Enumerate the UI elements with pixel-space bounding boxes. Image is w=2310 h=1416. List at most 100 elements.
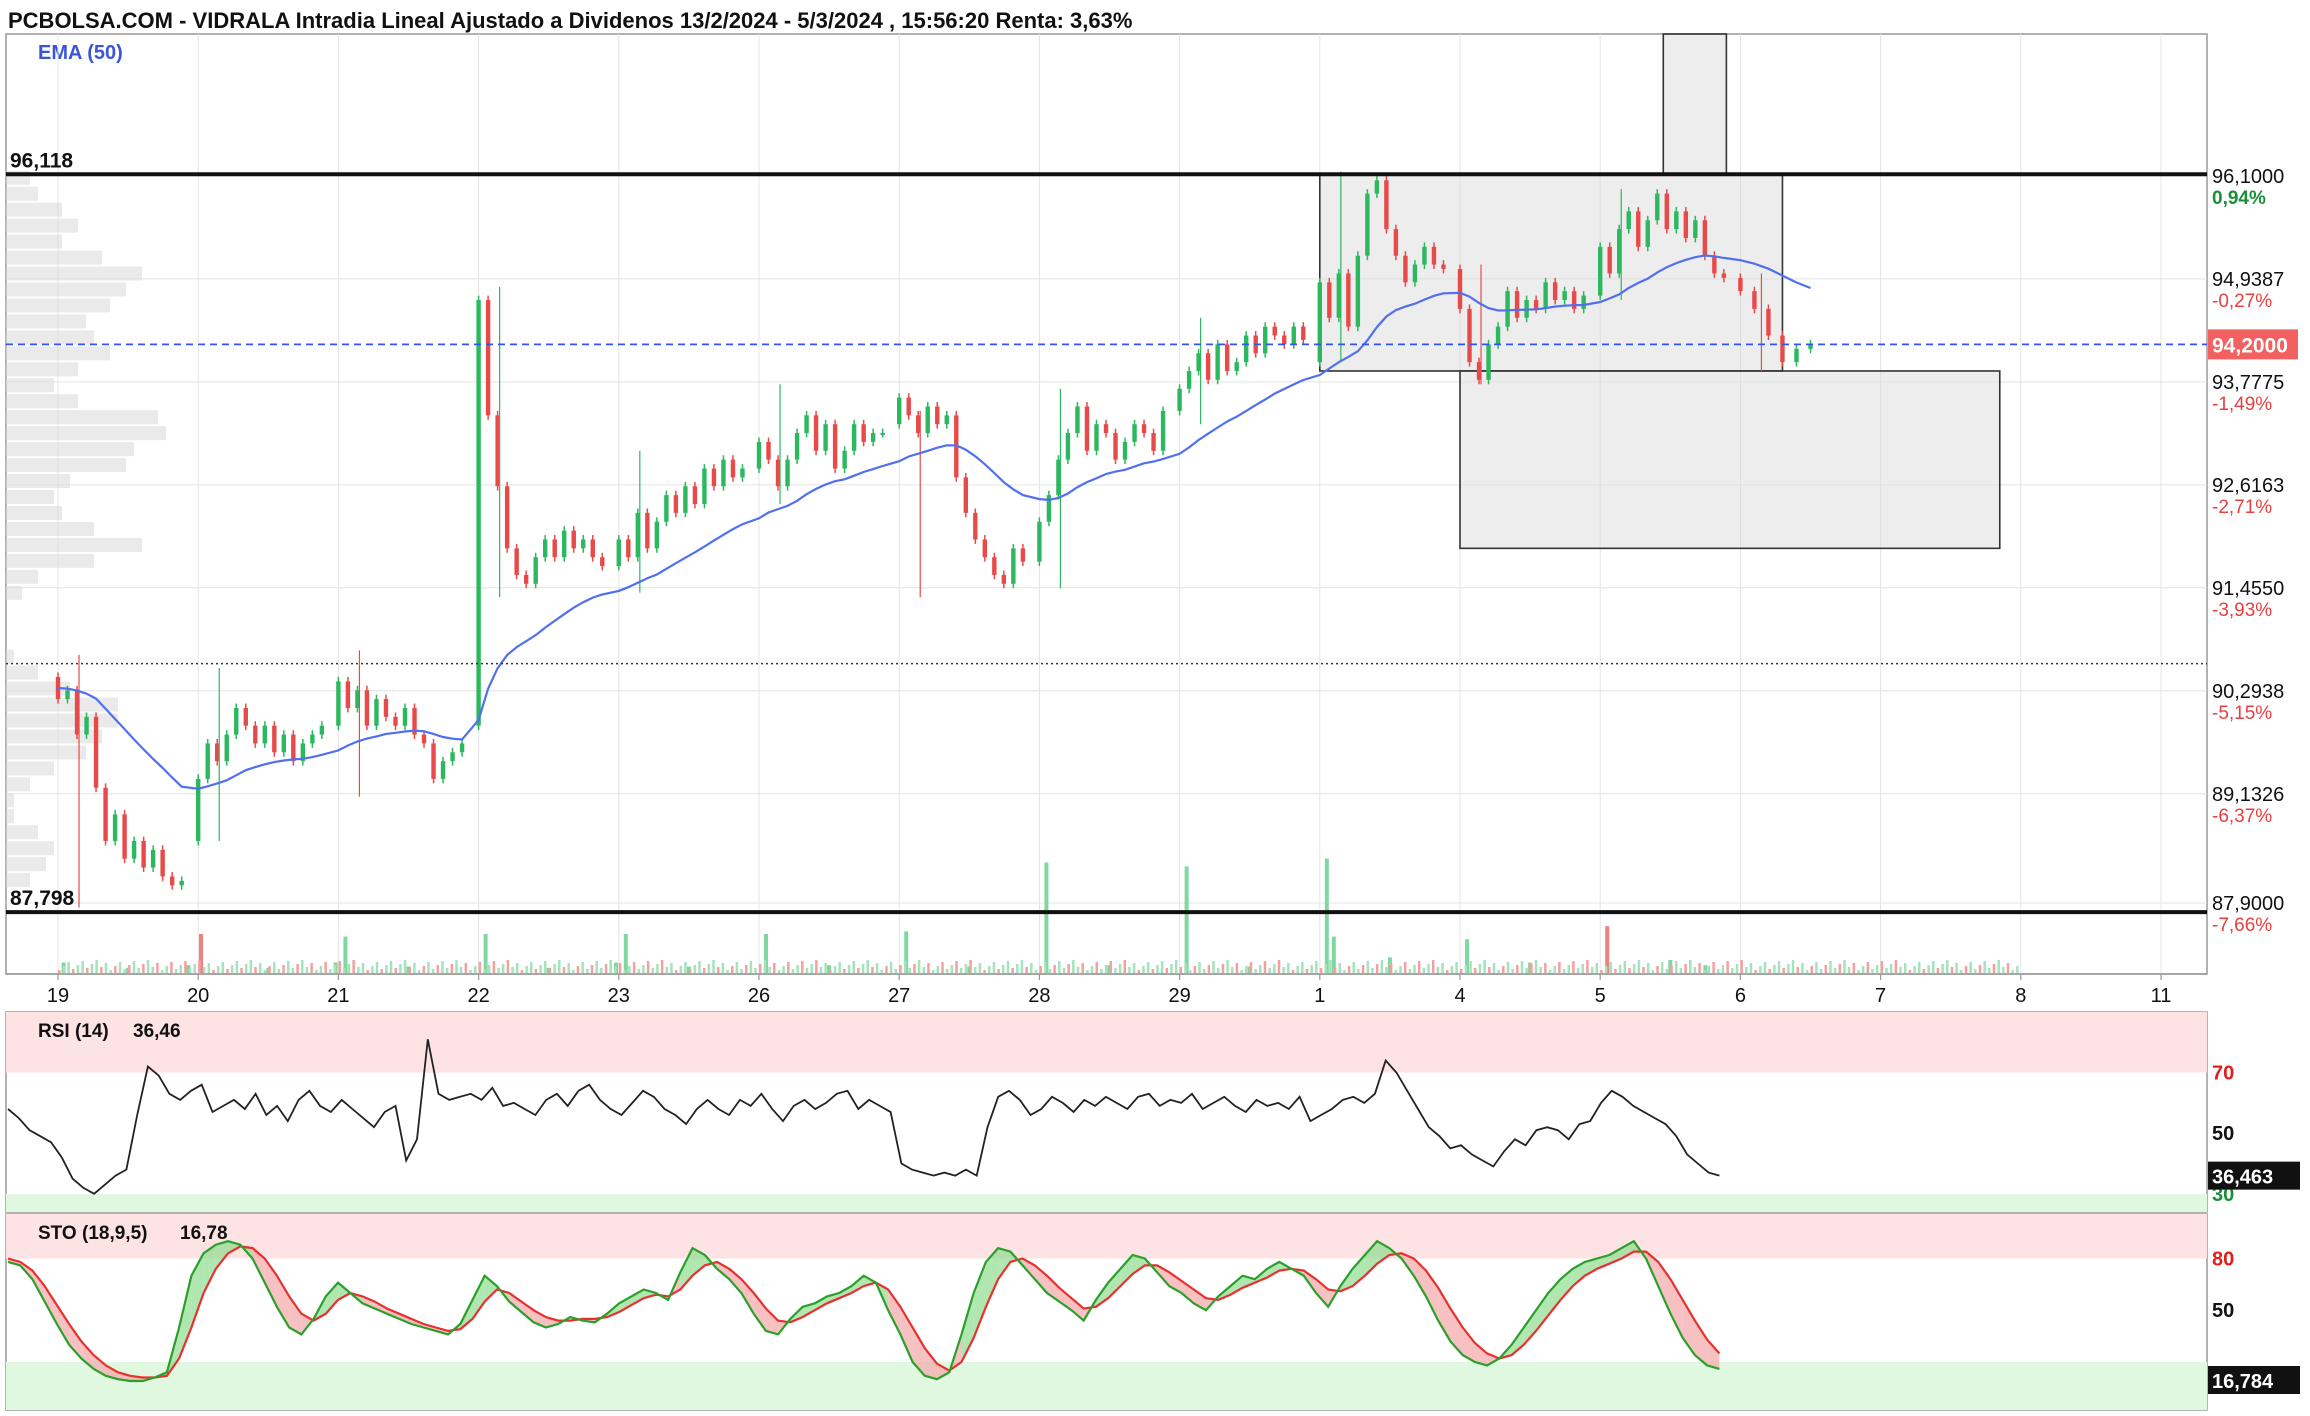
volume-profile-bar <box>6 665 38 680</box>
volume-bar <box>1142 966 1145 973</box>
volume-bar <box>1703 970 1706 973</box>
support-resistance-zone <box>1319 173 1784 372</box>
volume-bar <box>483 934 488 973</box>
volume-bar <box>207 963 211 973</box>
volume-bar <box>1969 962 1972 973</box>
volume-bar <box>698 961 701 973</box>
candle-body <box>1094 424 1099 451</box>
volume-bar <box>1721 965 1725 973</box>
volume-bar <box>763 960 767 973</box>
candle-body <box>935 406 940 425</box>
candle-body <box>485 300 491 416</box>
volume-bar <box>1511 969 1514 973</box>
volume-profile-bar <box>6 841 54 856</box>
candle-body <box>1365 193 1370 256</box>
volume-bar <box>744 965 748 973</box>
stochastic-fill-segment <box>264 1258 277 1307</box>
volume-bar <box>959 968 963 973</box>
stochastic-fill-segment <box>362 1296 375 1309</box>
volume-bar <box>707 964 711 973</box>
stochastic-fill-segment <box>1548 1279 1561 1316</box>
candle-body <box>906 397 911 416</box>
volume-bar <box>132 961 136 973</box>
date-tick-label: 27 <box>888 985 910 1007</box>
volume-bar <box>212 970 215 973</box>
stochastic-fill-segment <box>1059 1287 1072 1311</box>
volume-bar <box>1889 964 1893 973</box>
volume-bar <box>1361 965 1365 973</box>
stochastic-fill-segment <box>386 1308 400 1319</box>
stochastic-fill-segment <box>1315 1279 1329 1307</box>
volume-bar <box>109 970 112 973</box>
volume-bar <box>1324 964 1327 973</box>
candle-body <box>103 787 108 841</box>
stochastic-fill-segment <box>912 1327 925 1376</box>
volume-bar <box>936 966 940 973</box>
stochastic-fill-segment <box>888 1289 901 1335</box>
volume-bar <box>791 969 795 973</box>
volume-bar <box>156 963 159 973</box>
candle-body <box>664 495 669 522</box>
volume-profile-bar <box>6 490 54 504</box>
volume-bar <box>847 965 851 973</box>
volume-bar <box>1287 963 1290 973</box>
candle-body <box>412 707 417 735</box>
volume-bar <box>679 966 683 973</box>
volume-bar <box>632 962 636 973</box>
candle-body <box>459 743 465 753</box>
volume-bar <box>1824 965 1828 973</box>
volume-bar <box>1039 966 1042 973</box>
candle-body <box>552 539 557 558</box>
volume-bar <box>1576 968 1580 973</box>
volume-bar <box>445 968 449 973</box>
volume-bar <box>1469 961 1472 973</box>
volume-bar <box>403 960 407 973</box>
volume-bar <box>1109 961 1112 973</box>
volume-bar <box>829 970 832 973</box>
volume-profile-bar <box>6 298 110 313</box>
volume-bar <box>1740 960 1743 973</box>
volume-bar <box>1567 965 1570 973</box>
volume-bar <box>1703 965 1708 973</box>
stochastic-fill-segment <box>44 1286 57 1325</box>
volume-bar <box>1525 968 1528 973</box>
volume-bar <box>142 964 145 973</box>
rsi-value-badge-label: 36,463 <box>2212 1167 2273 1189</box>
volume-bar <box>1688 960 1692 973</box>
volume-bar <box>86 968 89 973</box>
volume-bar <box>1838 964 1842 973</box>
volume-bar <box>987 966 991 973</box>
volume-bar <box>1665 969 1669 973</box>
volume-bar <box>1988 968 1991 973</box>
volume-bar <box>1006 961 1010 973</box>
date-tick-label: 19 <box>47 985 69 1007</box>
volume-bar <box>1235 963 1239 973</box>
volume-bar <box>1548 970 1552 973</box>
candle-body <box>635 512 641 558</box>
volume-bar <box>1572 961 1575 973</box>
candle-body <box>673 495 679 513</box>
volume-bar <box>1062 968 1066 973</box>
volume-bar <box>506 960 510 973</box>
volume-profile-bar <box>6 474 70 489</box>
volume-profile-bar <box>6 697 118 712</box>
candle-body <box>523 574 529 584</box>
volume-bar <box>1642 967 1645 973</box>
candle-body <box>756 441 762 469</box>
candle-body <box>310 734 315 744</box>
volume-bar <box>146 960 150 973</box>
volume-bar <box>1324 858 1329 973</box>
volume-bar <box>497 968 500 973</box>
volume-bar <box>2002 967 2005 973</box>
volume-bar <box>174 969 178 973</box>
candle-body <box>861 424 866 442</box>
volume-profile-bar <box>6 458 126 473</box>
candle-body <box>645 512 650 549</box>
volume-profile-bar <box>6 745 86 760</box>
volume-bar <box>1431 960 1435 973</box>
stochastic-fill-segment <box>179 1275 192 1359</box>
volume-bar <box>1932 961 1935 973</box>
volume-bar <box>1474 968 1477 973</box>
volume-bar <box>1090 966 1094 973</box>
